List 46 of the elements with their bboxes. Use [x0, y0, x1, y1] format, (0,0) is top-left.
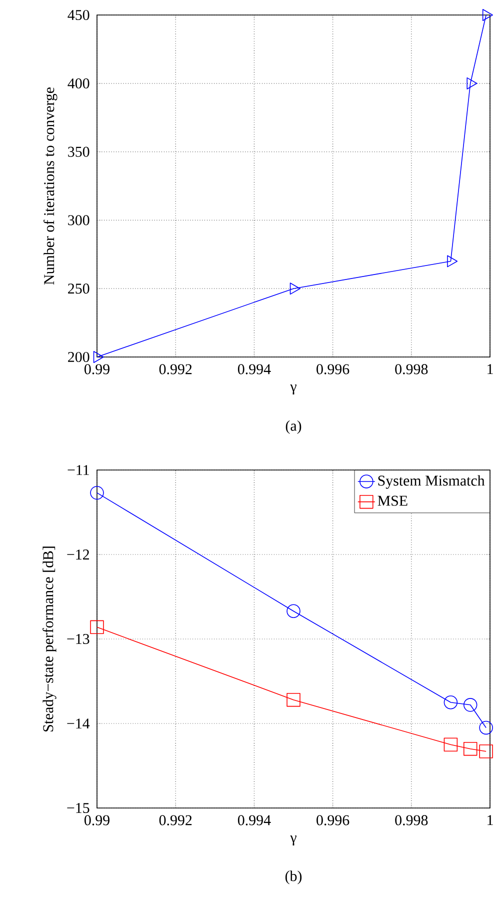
x-tick-label: 0.992 [159, 815, 192, 826]
y-tick-label: −11 [68, 465, 89, 475]
point [290, 282, 300, 295]
y-tick-label: −12 [67, 550, 89, 560]
y-axis-title: Number of iterations to converge [44, 87, 58, 285]
point [479, 744, 493, 758]
point [90, 620, 104, 634]
point [93, 350, 104, 363]
y-tick-label: 450 [68, 10, 90, 20]
y-tick-label: 300 [68, 215, 90, 226]
y-tick-label: 350 [68, 146, 90, 157]
x-tick-label: 0.996 [316, 815, 350, 826]
point [286, 604, 300, 618]
y-tick-label: 400 [68, 78, 90, 88]
y-tick-label: 200 [68, 352, 90, 362]
point [466, 77, 478, 90]
point [482, 8, 493, 21]
x-axis-title: γ [290, 835, 296, 846]
x-tick-label: 1 [488, 364, 493, 374]
y-axis-title: Steady−state performance [dB] [42, 546, 56, 732]
point [463, 742, 478, 756]
point [444, 696, 458, 710]
y-tick-label: −13 [67, 634, 90, 644]
x-tick-label: 0.994 [238, 815, 271, 826]
x-tick-label: 0.998 [395, 815, 428, 826]
legend-label: System Mismatch [378, 475, 485, 489]
point [479, 720, 493, 735]
point [447, 255, 458, 268]
y-tick-label: 250 [68, 284, 90, 294]
x-tick-label: 0.994 [238, 364, 271, 374]
y-tick-label: −15 [67, 803, 90, 813]
legend-label: MSE [378, 496, 408, 506]
x-tick-label: 0.99 [84, 364, 110, 374]
point [463, 698, 478, 712]
x-axis-title: γ [290, 384, 296, 395]
x-tick-label: 0.99 [84, 815, 110, 826]
text: (b) [285, 870, 302, 884]
x-tick-label: 0.992 [159, 364, 192, 374]
text: (a) [286, 420, 302, 434]
x-tick-label: 0.996 [316, 364, 350, 374]
x-tick-label: 1 [488, 815, 493, 826]
point [286, 692, 300, 707]
point [90, 486, 104, 500]
x-tick-label: 0.998 [395, 364, 428, 374]
point [444, 738, 458, 752]
y-tick-label: −14 [67, 718, 90, 728]
